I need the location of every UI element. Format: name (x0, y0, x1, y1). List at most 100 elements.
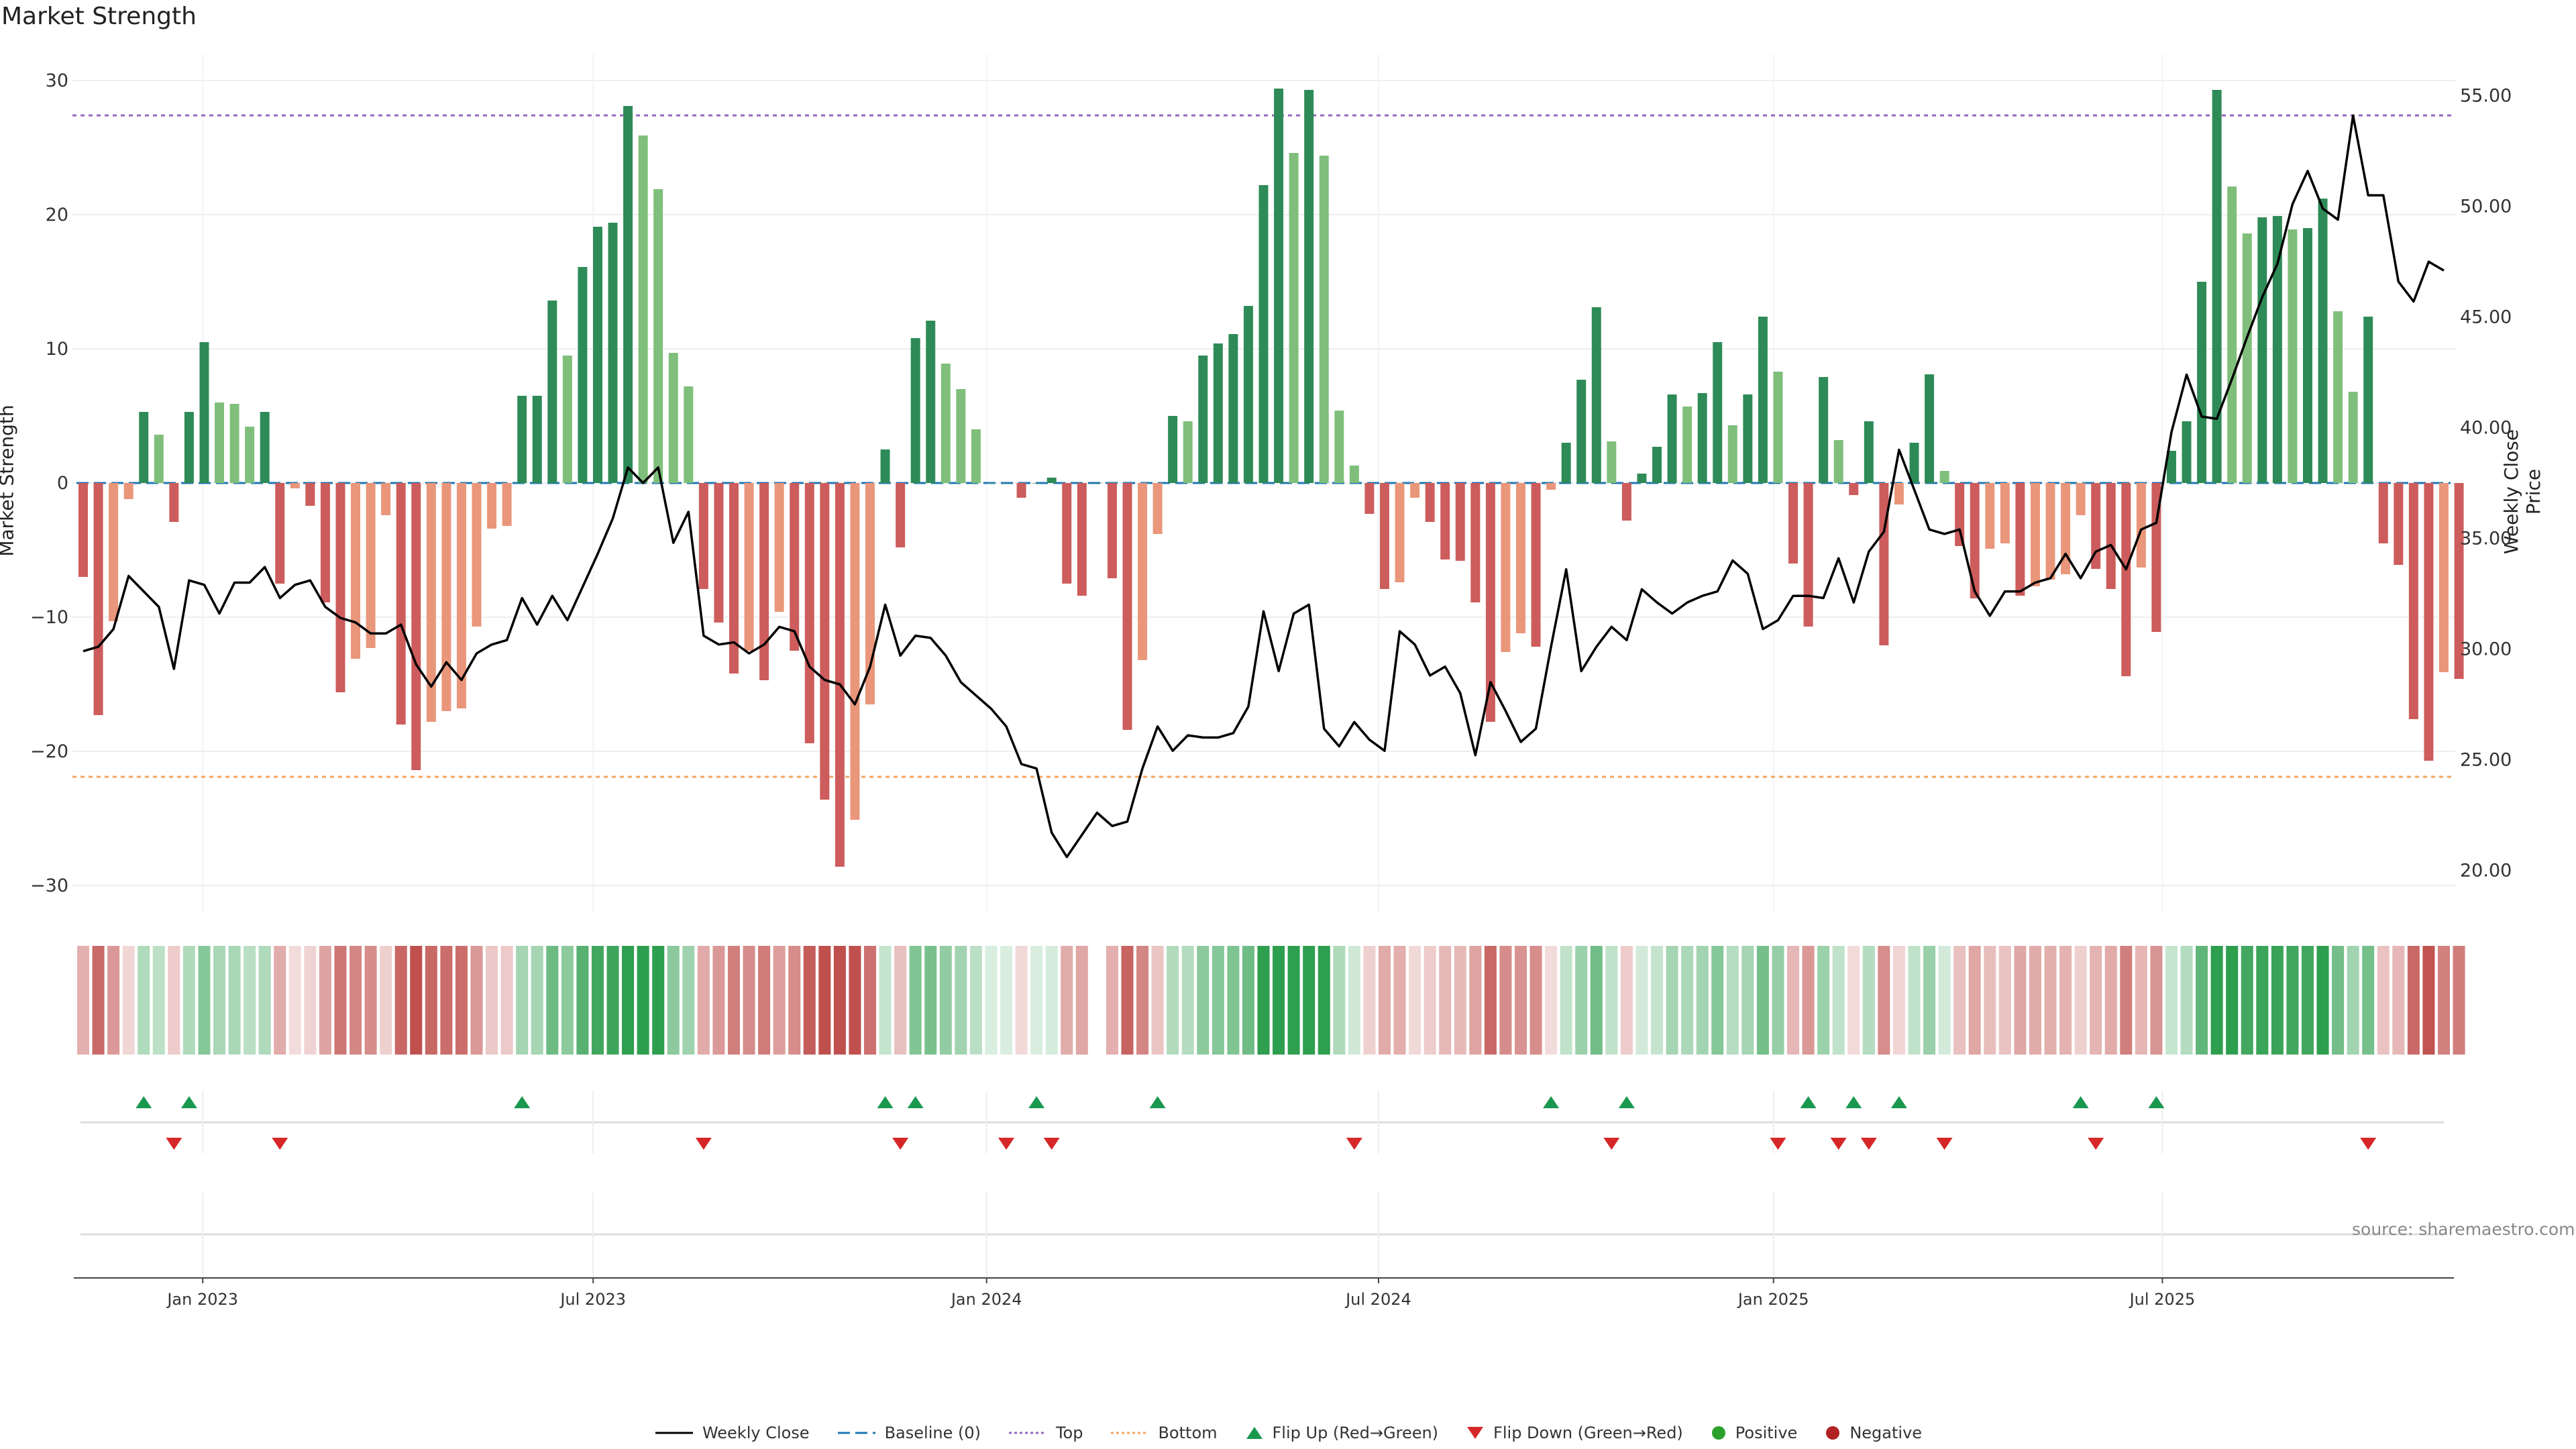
strength-bar (1274, 89, 1284, 483)
heat-cell (1575, 946, 1588, 1055)
heat-cell (1439, 946, 1452, 1055)
legend-weekly-close: Weekly Close (654, 1424, 810, 1442)
top-dotted-line-icon (1008, 1432, 1046, 1434)
heat-cell (576, 946, 589, 1055)
heat-cell (1968, 946, 1981, 1055)
heat-cell (2332, 946, 2345, 1055)
strength-bar (1016, 483, 1026, 498)
strength-bar (2348, 392, 2358, 483)
heat-cell (1514, 946, 1527, 1055)
heat-cell (1817, 946, 1830, 1055)
heat-cell (863, 946, 877, 1055)
strength-bar (1621, 483, 1631, 521)
x-tick-label: Jan 2025 (1737, 1290, 1809, 1309)
strength-bar (305, 483, 315, 506)
strength-bar (2378, 483, 2388, 543)
strength-bar (2318, 199, 2328, 483)
heat-cell (2316, 946, 2329, 1055)
heat-cell (2074, 946, 2087, 1055)
flip-markers (80, 1090, 2444, 1154)
flip-down-marker (2088, 1138, 2104, 1150)
heat-cell (1348, 946, 1360, 1055)
strength-bar (184, 412, 194, 483)
flip-up-marker (1149, 1096, 1166, 1108)
heat-cell (622, 946, 635, 1055)
strength-bar (804, 483, 814, 743)
strength-bar (1909, 443, 1919, 483)
strength-bar (684, 386, 694, 483)
heat-cell (2210, 946, 2223, 1055)
heat-cell (1786, 946, 1800, 1055)
legend-label: Baseline (0) (884, 1424, 981, 1442)
flip-up-marker (2072, 1096, 2089, 1108)
strength-bar (2227, 186, 2237, 483)
strength-bar (1152, 483, 1163, 534)
strength-bar (2242, 233, 2252, 483)
heat-cell (637, 946, 649, 1055)
strength-bar (290, 483, 300, 488)
heat-cell (1000, 946, 1013, 1055)
strength-bar (411, 483, 421, 770)
heat-cell (1287, 946, 1300, 1055)
strength-bar (896, 483, 906, 547)
flip-up-marker (2148, 1096, 2165, 1108)
heat-cell (1696, 946, 1709, 1055)
heat-cell (667, 946, 680, 1055)
strength-bar (487, 483, 497, 529)
heat-cell (2422, 946, 2435, 1055)
legend-label: Weekly Close (702, 1424, 810, 1442)
heat-cell (1666, 946, 1678, 1055)
strength-bar (1304, 90, 1314, 483)
strength-bar (2212, 90, 2222, 483)
heat-cell (122, 946, 135, 1055)
heat-cell (2226, 946, 2239, 1055)
flip-up-marker (136, 1096, 152, 1108)
strength-bar (2151, 483, 2161, 632)
strength-bar (396, 483, 406, 724)
heat-cell (1590, 946, 1603, 1055)
strength-bar (956, 389, 966, 483)
strength-bar (2045, 483, 2055, 580)
heat-cell (1878, 946, 1890, 1055)
heat-cell (1650, 946, 1664, 1055)
strength-bar (2424, 483, 2434, 761)
heat-cell (2241, 946, 2253, 1055)
heat-cell (1061, 946, 1073, 1055)
strength-bar (2166, 451, 2176, 483)
y-tick-label: 10 (46, 339, 68, 360)
strength-bar (1092, 483, 1102, 484)
strength-bar (532, 396, 542, 483)
strength-bar (1637, 474, 1647, 483)
x-tick-label: Jul 2023 (559, 1290, 626, 1309)
heat-cell (516, 946, 529, 1055)
strength-bar (1319, 156, 1329, 483)
strength-bar (456, 483, 466, 708)
strength-bar (1046, 478, 1057, 483)
heat-cell (2286, 946, 2299, 1055)
strength-bar (2076, 483, 2086, 515)
strength-bar (2182, 421, 2192, 483)
strength-bar (578, 267, 588, 483)
weekly-close-line-icon (655, 1432, 693, 1434)
legend-label: Negative (1849, 1424, 1923, 1442)
heat-cell (1923, 946, 1936, 1055)
heat-cell (1605, 946, 1618, 1055)
strength-bar (1773, 372, 1783, 483)
axes: −30 −20 −10 0 10 20 30 20.00 25.00 30.00 35.00 40.0… (30, 70, 2512, 896)
strength-bar (1546, 483, 1556, 490)
strength-bar (139, 412, 149, 483)
heat-cell (500, 946, 513, 1055)
strength-bar (653, 189, 663, 483)
heat-cell (955, 946, 967, 1055)
flip-down-marker (892, 1138, 909, 1150)
heat-cell (319, 946, 331, 1055)
heat-cell (1273, 946, 1285, 1055)
flip-down-marker (166, 1138, 182, 1150)
strength-bar (366, 483, 376, 648)
strength-bar (1788, 483, 1799, 564)
strength-bar (562, 356, 572, 483)
heat-cell (2059, 946, 2072, 1055)
strength-bar (2015, 483, 2025, 596)
strength-bar (1470, 483, 1481, 602)
